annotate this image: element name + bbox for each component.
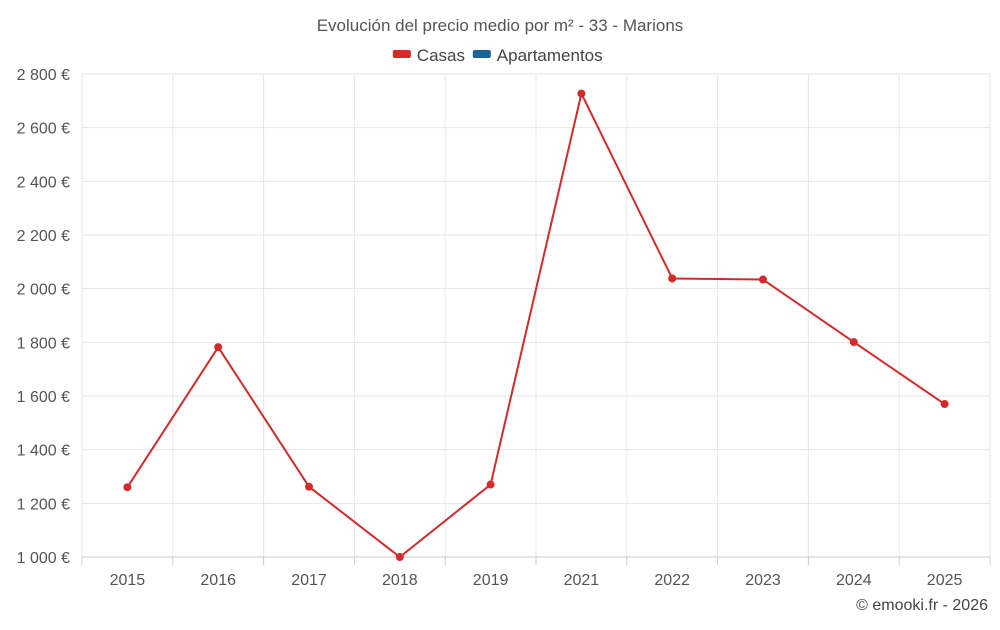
y-tick-label: 1 000 € (17, 550, 70, 567)
y-tick-label: 1 600 € (17, 389, 70, 406)
series-line-casas (126, 92, 946, 558)
x-tick-label: 2025 (927, 572, 963, 589)
y-tick-label: 2 600 € (17, 121, 70, 138)
y-tick-label: 1 400 € (17, 443, 70, 460)
y-axis: 1 000 € 1 200 € 1 400 € 1 600 € 1 800 € 2 000… (17, 67, 70, 567)
data-point-2021[interactable] (577, 89, 586, 98)
x-tick-label: 2015 (110, 572, 146, 589)
x-tick-label: 2022 (654, 572, 690, 589)
x-tick-label: 2024 (836, 572, 872, 589)
x-tick-label: 2016 (200, 572, 236, 589)
data-point-2023[interactable] (759, 275, 767, 284)
x-axis: 2015 2016 2017 2018 2019 2021 2022 2023 2024 2025 (81, 556, 991, 589)
legend-item-casas[interactable]: Casas (392, 46, 465, 65)
x-tick-label: 2021 (564, 572, 600, 589)
chart-legend: Casas Apartamentos (392, 46, 603, 65)
y-tick-label: 2 000 € (17, 282, 70, 299)
legend-swatch (392, 50, 411, 58)
data-point-2025[interactable] (940, 400, 949, 409)
x-tick-label: 2018 (382, 572, 418, 589)
y-tick-label: 1 800 € (17, 335, 70, 352)
data-point-2015[interactable] (123, 483, 132, 492)
data-point-2022[interactable] (668, 274, 677, 283)
chart-grid (81, 73, 991, 558)
data-point-2024[interactable] (849, 338, 858, 347)
chart-series (123, 89, 949, 561)
legend-swatch (472, 50, 491, 58)
y-tick-label: 2 800 € (17, 67, 70, 84)
data-point-2019[interactable] (486, 480, 495, 489)
legend-item-apartamentos[interactable]: Apartamentos (472, 46, 603, 65)
credit-text: © emooki.fr - 2026 (856, 597, 988, 614)
legend-label: Apartamentos (497, 46, 603, 65)
legend-label: Casas (417, 46, 465, 65)
y-tick-label: 2 200 € (17, 228, 70, 245)
x-tick-label: 2023 (745, 572, 781, 589)
y-tick-label: 1 200 € (17, 496, 70, 513)
chart-title: Evolución del precio medio por m² - 33 -… (317, 16, 684, 35)
y-tick-label: 2 400 € (17, 174, 70, 191)
data-point-2017[interactable] (305, 482, 313, 491)
x-tick-label: 2017 (291, 572, 327, 589)
data-point-2016[interactable] (214, 343, 223, 352)
data-point-2018[interactable] (395, 553, 404, 561)
x-tick-label: 2019 (473, 572, 509, 589)
